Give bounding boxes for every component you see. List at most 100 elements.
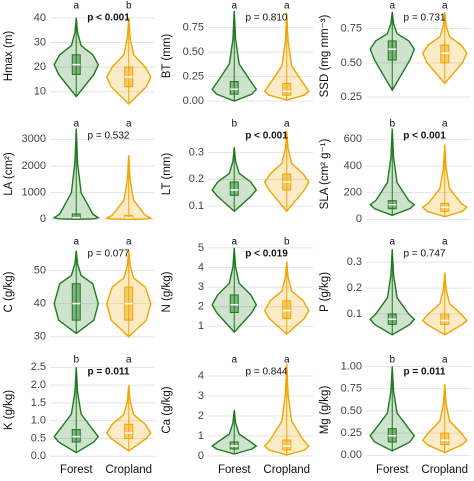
significance-letter: a bbox=[73, 1, 79, 12]
y-tick-label: 0 bbox=[356, 213, 362, 225]
significance-letter: b bbox=[73, 355, 79, 366]
y-tick-label: 0.00 bbox=[341, 449, 362, 461]
p-value: p < 0.001 bbox=[403, 131, 446, 142]
y-tick-label: 50 bbox=[34, 264, 46, 276]
box bbox=[71, 283, 81, 321]
p-value: p = 0.810 bbox=[246, 13, 288, 24]
panel: 0.10.20.3P (g/kg)a ap = 0.747 bbox=[319, 237, 471, 336]
y-tick-label: 0.25 bbox=[183, 70, 204, 82]
y-tick-label: 3000 bbox=[22, 133, 46, 145]
y-tick-label: 2.5 bbox=[31, 361, 46, 373]
y-tick-label: 2 bbox=[198, 301, 204, 313]
y-tick-label: 0.00 bbox=[183, 95, 204, 107]
panel: 0 1 2 3 4 Ca (g/kg) a Forest a Cropland p = 0.844 bbox=[161, 355, 313, 476]
panel: 0.1 0.2 0.3 LT (mm) b ap < 0.001 bbox=[161, 119, 313, 213]
y-tick-label: 1000 bbox=[22, 187, 46, 199]
y-tick-label: 2.0 bbox=[31, 379, 46, 391]
p-value: p = 0.731 bbox=[404, 13, 446, 24]
box bbox=[282, 300, 292, 319]
x-tick-label: Forest bbox=[60, 464, 93, 476]
significance-letter: a bbox=[442, 1, 448, 12]
y-tick-label: 40 bbox=[34, 12, 46, 24]
y-axis-label: SLA (cm² g⁻¹) bbox=[319, 139, 331, 210]
box bbox=[124, 214, 134, 220]
p-value: p = 0.747 bbox=[404, 249, 446, 260]
y-axis-label: Hmax (m) bbox=[3, 31, 15, 82]
y-tick-label: 0.3 bbox=[189, 147, 204, 159]
y-tick-label: 0.0 bbox=[31, 450, 46, 462]
significance-letter: a bbox=[284, 355, 290, 366]
y-tick-label: 0 bbox=[40, 213, 46, 225]
y-tick-label: 0.50 bbox=[341, 405, 362, 417]
y-tick-label: 1.0 bbox=[31, 415, 46, 427]
y-axis-label: LT (mm) bbox=[161, 153, 173, 196]
y-tick-label: 0.2 bbox=[347, 282, 362, 294]
x-tick-label: Forest bbox=[376, 464, 409, 476]
y-tick-label: 1 bbox=[198, 320, 204, 332]
y-tick-label: 1 bbox=[198, 430, 204, 442]
box bbox=[229, 181, 239, 196]
x-tick-label: Cropland bbox=[105, 464, 152, 476]
significance-letter: a bbox=[442, 355, 448, 366]
y-axis-label: K (g/kg) bbox=[3, 390, 15, 430]
significance-letter: a bbox=[126, 355, 132, 366]
y-axis-label: LA (cm²) bbox=[3, 152, 15, 196]
y-tick-label: 200 bbox=[344, 187, 362, 199]
panel: 10 20 30 40 Hmax (m) a bp < 0.001 bbox=[3, 1, 155, 105]
box bbox=[71, 213, 81, 220]
y-tick-label: 2 bbox=[198, 410, 204, 422]
significance-letter: a bbox=[442, 237, 448, 248]
box bbox=[71, 429, 81, 443]
y-tick-label: 0.25 bbox=[341, 427, 362, 439]
p-value: p < 0.001 bbox=[87, 13, 130, 24]
y-tick-label: 1.00 bbox=[341, 360, 362, 372]
significance-letter: a bbox=[73, 237, 79, 248]
significance-letter: a bbox=[126, 237, 132, 248]
significance-letter: a bbox=[73, 119, 79, 130]
y-tick-label: 0.75 bbox=[341, 383, 362, 395]
p-value: p = 0.532 bbox=[88, 131, 130, 142]
y-tick-label: 0.1 bbox=[347, 308, 362, 320]
y-axis-label: P (g/kg) bbox=[319, 272, 331, 312]
p-value: p = 0.011 bbox=[404, 367, 446, 378]
y-tick-label: 0.25 bbox=[341, 91, 362, 103]
y-tick-label: 30 bbox=[34, 36, 46, 48]
y-tick-label: 0.75 bbox=[183, 21, 204, 33]
y-tick-label: 4 bbox=[198, 261, 204, 273]
y-tick-label: 0.5 bbox=[31, 432, 46, 444]
box bbox=[387, 40, 397, 61]
box bbox=[282, 82, 292, 96]
significance-letter: a bbox=[126, 119, 132, 130]
y-tick-label: 2000 bbox=[22, 160, 46, 172]
box bbox=[440, 432, 450, 446]
significance-letter: b bbox=[231, 119, 237, 130]
y-tick-label: 4 bbox=[198, 370, 204, 382]
panel: 0.0 0.5 1.0 1.5 2.0 2.5 K (g/kg) b Forest a Cropla… bbox=[3, 355, 155, 476]
p-value: p = 0.077 bbox=[88, 249, 130, 260]
box bbox=[229, 294, 239, 314]
x-tick-label: Cropland bbox=[421, 464, 468, 476]
box bbox=[124, 423, 134, 439]
box bbox=[282, 439, 292, 451]
significance-letter: b bbox=[126, 1, 132, 12]
y-tick-label: 0.3 bbox=[347, 256, 362, 268]
significance-letter: b bbox=[389, 119, 395, 130]
y-tick-label: 0.2 bbox=[189, 173, 204, 185]
y-axis-label: Mg (g/kg) bbox=[319, 386, 331, 435]
p-value: p = 0.844 bbox=[246, 367, 288, 378]
significance-letter: a bbox=[389, 237, 395, 248]
y-tick-label: 0 bbox=[198, 450, 204, 462]
y-tick-label: 0.75 bbox=[341, 22, 362, 34]
significance-letter: b bbox=[284, 237, 290, 248]
y-axis-label: SSD (mg mm⁻³) bbox=[319, 14, 331, 97]
y-tick-label: 40 bbox=[34, 297, 46, 309]
significance-letter: a bbox=[231, 237, 237, 248]
significance-letter: a bbox=[231, 355, 237, 366]
significance-letter: a bbox=[442, 119, 448, 130]
x-tick-label: Forest bbox=[218, 464, 251, 476]
y-tick-label: 600 bbox=[344, 133, 362, 145]
y-tick-label: 3 bbox=[198, 281, 204, 293]
